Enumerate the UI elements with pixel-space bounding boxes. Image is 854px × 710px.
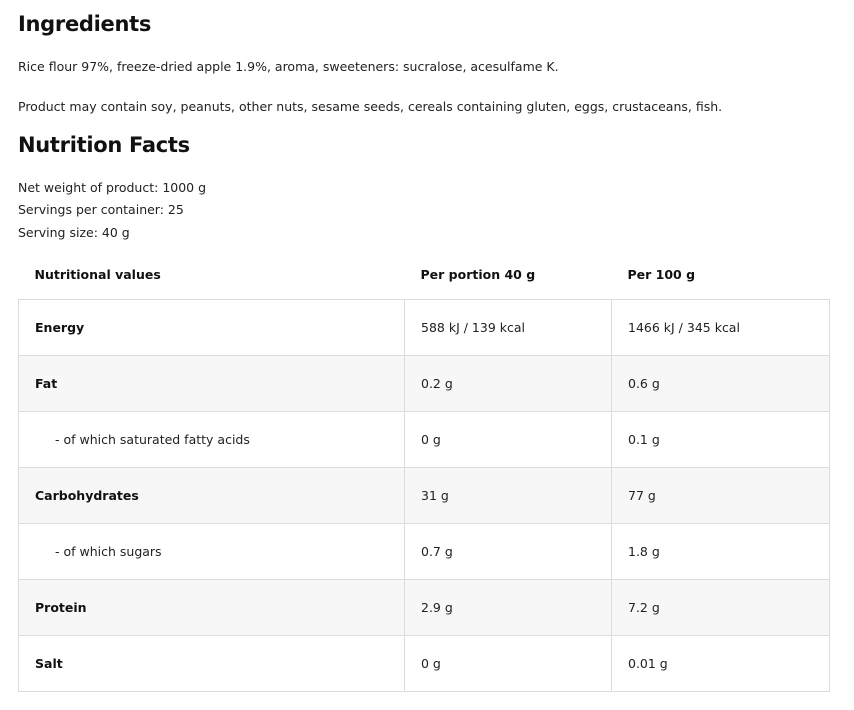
serving-size: Serving size: 40 g [18, 225, 130, 240]
table-row: Carbohydrates 31 g 77 g [18, 467, 830, 524]
per-100g-value: 0.6 g [611, 355, 830, 412]
table-header: Nutritional values Per portion 40 g Per … [19, 250, 830, 300]
per-100g-value: 1466 kJ / 345 kcal [611, 299, 830, 356]
nutrient-name: - of which sugars [18, 523, 405, 580]
per-100g-value: 0.1 g [611, 411, 830, 468]
per-portion-value: 0 g [404, 635, 612, 692]
servings: Servings per container: 25 [18, 202, 184, 217]
per-100g-value: 77 g [611, 467, 830, 524]
table-row: - of which sugars 0.7 g 1.8 g [18, 523, 830, 580]
nutrient-name: Fat [18, 355, 405, 412]
per-100g-value: 0.01 g [611, 635, 830, 692]
table-row: - of which saturated fatty acids 0 g 0.1 g [18, 411, 830, 468]
per-100g-value: 1.8 g [611, 523, 830, 580]
ingredients-title: Ingredients [18, 12, 152, 36]
ingredients-text: Rice flour 97%, freeze-dried apple 1.9%,… [18, 59, 559, 74]
per-portion-value: 31 g [404, 467, 612, 524]
header-per-100g: Per 100 g [627, 267, 696, 282]
table-row: Fat 0.2 g 0.6 g [18, 355, 830, 412]
per-portion-value: 0 g [404, 411, 612, 468]
nutrient-name: Carbohydrates [18, 467, 405, 524]
table-row: Protein 2.9 g 7.2 g [18, 579, 830, 636]
nutrient-name: Protein [18, 579, 405, 636]
header-nutritional-values: Nutritional values [34, 267, 161, 282]
per-portion-value: 588 kJ / 139 kcal [404, 299, 612, 356]
nutrient-name: Energy [18, 299, 405, 356]
nutrient-name: Salt [18, 635, 405, 692]
per-portion-value: 0.2 g [404, 355, 612, 412]
nutrition-title: Nutrition Facts [18, 133, 190, 157]
header-per-portion: Per portion 40 g [420, 267, 536, 282]
nutrition-table: Nutritional values Per portion 40 g Per … [18, 250, 830, 692]
per-portion-value: 2.9 g [404, 579, 612, 636]
nutrient-name: - of which saturated fatty acids [18, 411, 405, 468]
table-row: Energy 588 kJ / 139 kcal 1466 kJ / 345 kca… [18, 299, 830, 356]
per-portion-value: 0.7 g [404, 523, 612, 580]
table-row: Salt 0 g 0.01 g [18, 635, 830, 692]
per-100g-value: 7.2 g [611, 579, 830, 636]
allergens-text: Product may contain soy, peanuts, other … [18, 99, 723, 114]
net-weight: Net weight of product: 1000 g [18, 180, 207, 195]
